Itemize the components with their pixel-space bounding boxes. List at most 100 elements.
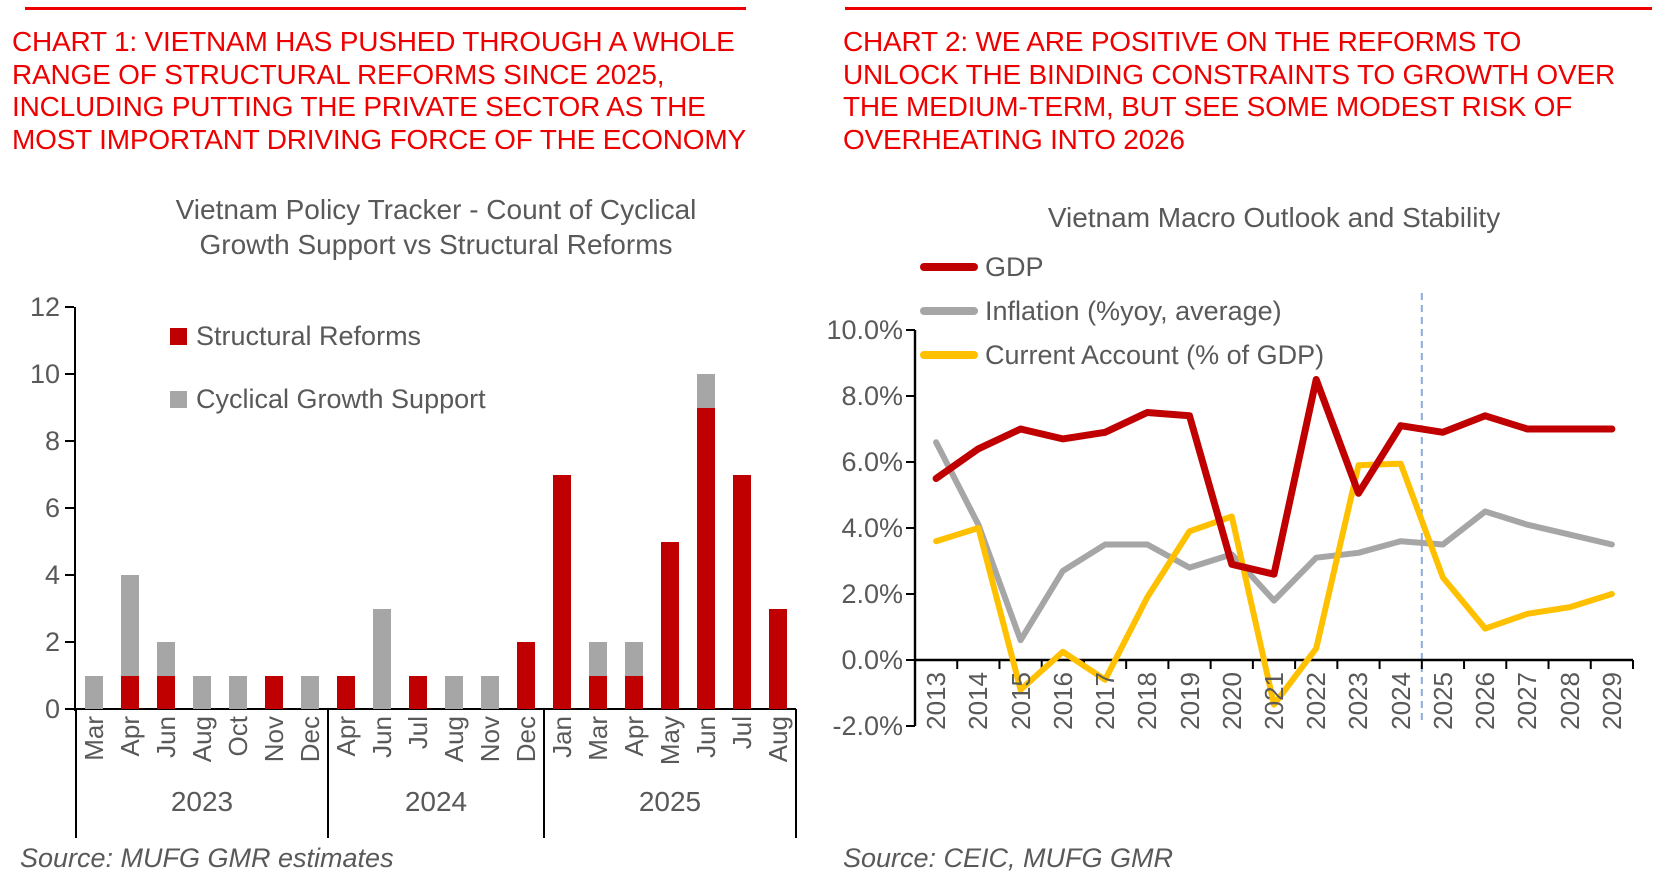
bar-cyclical-growth-support bbox=[697, 374, 715, 408]
structural-reforms-legend-swatch bbox=[170, 327, 187, 345]
bar-cyclical-growth-support bbox=[625, 642, 643, 676]
legend-item: Cyclical Growth Support bbox=[170, 383, 486, 414]
bar-structural-reforms bbox=[121, 675, 139, 709]
cyclical-growth-support-legend-swatch bbox=[170, 390, 187, 408]
legend-label: GDP bbox=[985, 251, 1044, 282]
x-axis-year-label: 2025 bbox=[638, 786, 702, 817]
inflation-yoy-average-legend-swatch bbox=[920, 307, 978, 315]
x-axis-year-label: 2018 bbox=[1132, 672, 1163, 730]
bar-structural-reforms bbox=[625, 675, 643, 709]
macro-outlook-plot bbox=[906, 293, 1634, 727]
y-axis-label: 8.0% bbox=[841, 381, 903, 411]
bar-cyclical-growth-support bbox=[373, 608, 391, 709]
bar-cyclical-growth-support bbox=[121, 575, 139, 676]
year-group-separator bbox=[795, 709, 797, 838]
y-axis-label: -2.0% bbox=[832, 711, 903, 741]
current-account-of-gdp-legend-swatch bbox=[920, 351, 978, 359]
y-axis-label: 12 bbox=[29, 292, 60, 322]
x-axis-year-label: 2015 bbox=[1005, 672, 1036, 730]
y-axis-label: 8 bbox=[44, 426, 60, 456]
bar-cyclical-growth-support bbox=[445, 675, 463, 709]
bar-cyclical-growth-support bbox=[301, 675, 319, 709]
y-axis-label: 4 bbox=[44, 560, 60, 590]
x-axis-year-label: 2026 bbox=[1470, 672, 1501, 730]
legend-item: Inflation (%yoy, average) bbox=[920, 296, 1282, 326]
legend-label: Structural Reforms bbox=[196, 320, 422, 351]
y-axis-label: 2 bbox=[44, 627, 60, 657]
year-group-separator bbox=[543, 709, 545, 838]
x-axis-year-label: 2014 bbox=[963, 672, 994, 730]
legend-item: Current Account (% of GDP) bbox=[920, 340, 1324, 370]
bar-cyclical-growth-support bbox=[157, 642, 175, 676]
x-axis-year-label: 2022 bbox=[1301, 672, 1332, 730]
chart1-title: Vietnam Policy Tracker - Count of Cyclic… bbox=[175, 194, 697, 260]
x-axis-year-label: 2021 bbox=[1258, 672, 1289, 730]
x-axis-year-label: 2024 bbox=[404, 786, 468, 817]
y-axis-tick bbox=[65, 373, 74, 375]
bar-structural-reforms bbox=[265, 675, 283, 709]
bar-structural-reforms bbox=[589, 675, 607, 709]
gdp-legend-swatch bbox=[920, 263, 978, 271]
y-axis-tick bbox=[65, 440, 74, 442]
y-axis-tick bbox=[65, 507, 74, 509]
y-axis-label: 10 bbox=[29, 359, 60, 389]
y-axis-label: 6.0% bbox=[841, 447, 903, 477]
x-axis-year-label: 2019 bbox=[1174, 672, 1205, 730]
legend-item: GDP bbox=[920, 252, 1044, 282]
y-axis-tick bbox=[65, 708, 74, 710]
y-axis-label: 0.0% bbox=[841, 645, 903, 675]
x-axis-year-label: 2016 bbox=[1047, 672, 1078, 730]
bar-structural-reforms bbox=[697, 407, 715, 709]
legend-label: Current Account (% of GDP) bbox=[985, 339, 1325, 370]
current-account-of-gdp-line bbox=[933, 460, 1615, 708]
x-axis-year-label: 2013 bbox=[921, 672, 952, 730]
x-axis-year-label: 2017 bbox=[1090, 672, 1121, 730]
y-axis-label: 6 bbox=[44, 493, 60, 523]
y-axis-label: 2.0% bbox=[841, 579, 903, 609]
x-axis-year-label: 2029 bbox=[1596, 672, 1627, 730]
gdp-line bbox=[932, 376, 1616, 578]
chart2-title: Vietnam Macro Outlook and Stability bbox=[1047, 202, 1501, 233]
right-headline: CHART 2: WE ARE POSITIVE ON THE REFORMS … bbox=[843, 26, 1615, 155]
bar-structural-reforms bbox=[553, 474, 571, 709]
legend-item: Structural Reforms bbox=[170, 320, 422, 351]
inflation-yoy-average-line bbox=[933, 439, 1615, 644]
x-axis-year-label: 2024 bbox=[1385, 672, 1416, 730]
bar-structural-reforms bbox=[733, 474, 751, 709]
left-top-rule bbox=[25, 7, 746, 10]
x-axis-year-label: 2023 bbox=[170, 786, 234, 817]
y-axis-tick bbox=[65, 574, 74, 576]
x-axis bbox=[76, 708, 796, 711]
y-axis-label: 10.0% bbox=[826, 315, 903, 345]
bar-cyclical-growth-support bbox=[481, 675, 499, 709]
y-axis-tick bbox=[65, 641, 74, 643]
bar-cyclical-growth-support bbox=[589, 642, 607, 676]
x-axis-year-label: 2023 bbox=[1343, 672, 1374, 730]
bar-structural-reforms bbox=[517, 642, 535, 709]
year-group-separator bbox=[75, 709, 77, 838]
bar-cyclical-growth-support bbox=[229, 675, 247, 709]
x-axis-year-label: 2020 bbox=[1216, 672, 1247, 730]
y-axis-label: 0 bbox=[44, 694, 60, 724]
legend-label: Inflation (%yoy, average) bbox=[985, 295, 1282, 326]
y-axis-tick bbox=[65, 306, 74, 308]
left-source: Source: MUFG GMR estimates bbox=[20, 843, 394, 873]
bar-structural-reforms bbox=[661, 541, 679, 709]
x-axis-year-label: 2025 bbox=[1427, 672, 1458, 730]
right-source: Source: CEIC, MUFG GMR bbox=[843, 843, 1174, 873]
left-headline: CHART 1: VIETNAM HAS PUSHED THROUGH A WH… bbox=[12, 26, 746, 155]
legend-label: Cyclical Growth Support bbox=[196, 383, 486, 414]
y-axis bbox=[74, 307, 77, 711]
right-top-rule bbox=[845, 7, 1652, 10]
bar-cyclical-growth-support bbox=[193, 675, 211, 709]
bar-structural-reforms bbox=[769, 608, 787, 709]
year-group-separator bbox=[327, 709, 329, 838]
bar-cyclical-growth-support bbox=[85, 675, 103, 709]
bar-structural-reforms bbox=[157, 675, 175, 709]
bar-structural-reforms bbox=[337, 675, 355, 709]
bar-structural-reforms bbox=[409, 675, 427, 709]
x-axis-year-label: 2028 bbox=[1554, 672, 1585, 730]
